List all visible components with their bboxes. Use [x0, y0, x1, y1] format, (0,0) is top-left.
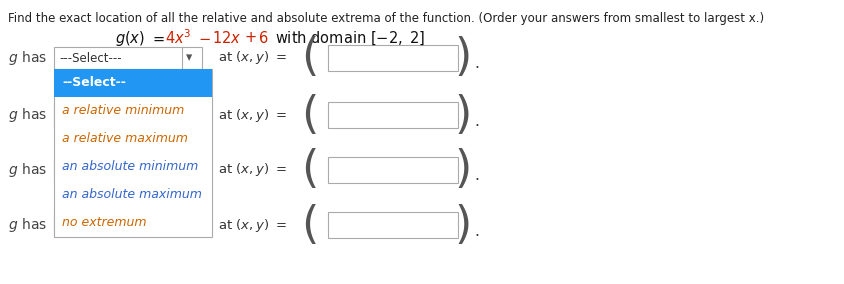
Text: ---Select---: ---Select--- — [59, 51, 122, 64]
Bar — [54, 69, 212, 237]
Text: ---Select---: ---Select--- — [59, 164, 122, 176]
Text: (: ( — [301, 93, 318, 137]
Text: .: . — [473, 224, 479, 239]
Text: $g(x)$: $g(x)$ — [115, 28, 145, 47]
Text: $+$: $+$ — [244, 30, 257, 45]
Text: ): ) — [454, 37, 471, 80]
Text: at $(x, y)\ =$: at $(x, y)\ =$ — [218, 216, 286, 233]
Text: (: ( — [301, 149, 318, 191]
Text: .: . — [473, 168, 479, 183]
Text: ): ) — [454, 204, 471, 247]
Text: $g$ has: $g$ has — [8, 161, 47, 179]
Text: (: ( — [301, 37, 318, 80]
Text: $-$: $-$ — [197, 30, 210, 45]
Text: (: ( — [301, 204, 318, 247]
Text: a relative minimum: a relative minimum — [62, 105, 184, 118]
Text: no extremum: no extremum — [62, 216, 146, 229]
Text: ---Select---: ---Select--- — [59, 108, 122, 122]
Text: $g$ has: $g$ has — [8, 106, 47, 124]
Text: ▾: ▾ — [186, 218, 192, 231]
Bar — [54, 214, 202, 236]
Text: at $(x, y)\ =$: at $(x, y)\ =$ — [218, 106, 286, 124]
Bar — [327, 212, 457, 238]
Text: $g$ has: $g$ has — [8, 216, 47, 234]
Text: at $(x, y)\ =$: at $(x, y)\ =$ — [218, 49, 286, 66]
Bar — [54, 69, 212, 97]
Text: ▾: ▾ — [186, 108, 192, 122]
Text: ): ) — [454, 149, 471, 191]
Text: .: . — [473, 57, 479, 72]
Text: $g$ has: $g$ has — [8, 49, 47, 67]
Bar — [54, 47, 202, 69]
Bar — [54, 159, 202, 181]
Text: $6$: $6$ — [257, 30, 268, 46]
Text: .: . — [473, 114, 479, 128]
Text: $12x$: $12x$ — [212, 30, 241, 46]
Text: Find the exact location of all the relative and absolute extrema of the function: Find the exact location of all the relat… — [8, 12, 763, 25]
Text: at $(x, y)\ =$: at $(x, y)\ =$ — [218, 162, 286, 179]
Bar — [327, 102, 457, 128]
Text: $4x^3$: $4x^3$ — [165, 29, 191, 47]
Text: ▾: ▾ — [186, 51, 192, 64]
Text: with domain $[-2,\ 2]$: with domain $[-2,\ 2]$ — [274, 29, 425, 47]
Bar — [327, 45, 457, 71]
Text: ---Select---: ---Select--- — [59, 218, 122, 231]
Bar — [54, 104, 202, 126]
Text: ▾: ▾ — [186, 164, 192, 176]
Text: a relative maximum: a relative maximum — [62, 133, 187, 145]
Text: ): ) — [454, 93, 471, 137]
Text: --Select--: --Select-- — [62, 76, 126, 89]
Text: an absolute maximum: an absolute maximum — [62, 189, 202, 202]
Text: an absolute minimum: an absolute minimum — [62, 160, 198, 174]
Text: $=$: $=$ — [150, 30, 165, 45]
Bar — [327, 157, 457, 183]
